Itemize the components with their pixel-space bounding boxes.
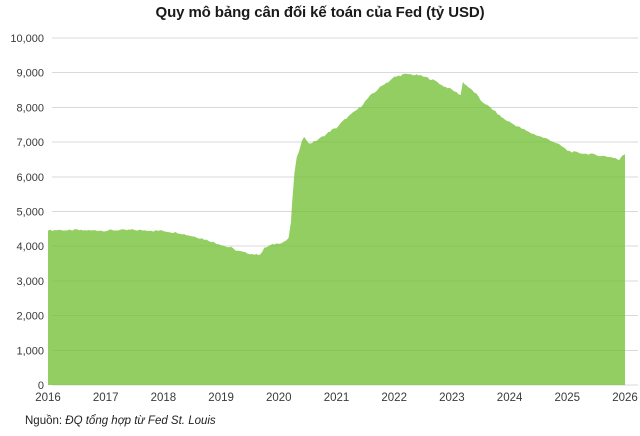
y-axis-tick-label: 1,000	[16, 345, 44, 357]
x-axis-tick-label: 2022	[381, 392, 407, 404]
y-axis-tick-label: 6,000	[16, 172, 44, 184]
fed-balance-area-series	[48, 73, 625, 385]
x-axis-tick-label: 2018	[151, 392, 177, 404]
y-axis-tick-label: 7,000	[16, 137, 44, 149]
y-axis-tick-label: 2,000	[16, 311, 44, 323]
source-note: Nguồn: ĐQ tổng hợp từ Fed St. Louis	[25, 415, 216, 427]
y-axis-tick-label: 8,000	[16, 102, 44, 114]
source-note-text: ĐQ tổng hợp từ Fed St. Louis	[65, 415, 216, 427]
y-axis-tick-label: 3,000	[16, 276, 44, 288]
y-axis-tick-label: 5,000	[16, 207, 44, 219]
chart-title: Quy mô bảng cân đối kế toán của Fed (tỷ …	[155, 4, 485, 21]
x-axis-tick-labels: 2016 2017 2018 2019 2020 2021 2022 2023 2024 2025…	[35, 392, 638, 404]
x-axis-tick-label: 2023	[439, 392, 465, 404]
y-axis-tick-label: 4,000	[16, 241, 44, 253]
x-axis-tick-label: 2016	[35, 392, 61, 404]
x-axis-tick-label: 2021	[324, 392, 350, 404]
source-note-prefix: Nguồn:	[25, 415, 66, 427]
y-axis-tick-labels: 0 1,000 2,000 3,000 4,000 5,000 6,000 7,000 8,00…	[10, 33, 44, 392]
x-axis-tick-label: 2019	[208, 392, 234, 404]
y-axis-tick-label: 0	[38, 380, 44, 392]
y-axis-tick-label: 10,000	[10, 33, 44, 45]
x-axis-tick-label: 2024	[497, 392, 523, 404]
y-axis-tick-label: 9,000	[16, 68, 44, 80]
area-series-layer	[48, 73, 625, 385]
x-axis-tick-label: 2025	[555, 392, 581, 404]
x-axis-tick-label: 2026	[612, 392, 638, 404]
x-axis-tick-label: 2017	[93, 392, 119, 404]
x-axis-tick-label: 2020	[266, 392, 292, 404]
